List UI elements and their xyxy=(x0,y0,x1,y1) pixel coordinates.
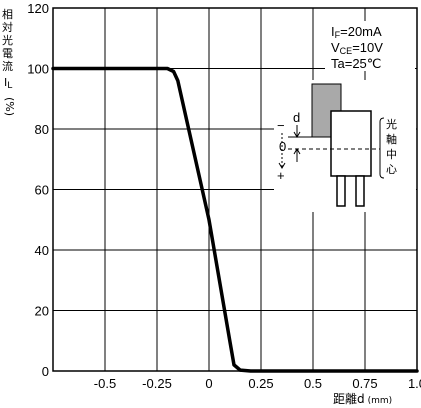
y-tick-label: 0 xyxy=(42,364,49,379)
y-label-char-5: 流 xyxy=(2,59,13,73)
inset-d-label: d xyxy=(293,110,300,125)
y-tick-label: 120 xyxy=(27,1,49,16)
inset-axis-bracket xyxy=(379,117,385,179)
inset-zero-label: 0 xyxy=(279,139,286,154)
d-arrow-down-head xyxy=(293,131,301,138)
plot-frame xyxy=(52,7,418,372)
condition-ta: Ta=25℃ xyxy=(331,56,381,71)
y-tick-label: 40 xyxy=(35,243,49,258)
sensor-lead-left xyxy=(336,175,346,207)
conditions: IF=20mA VCE=10V Ta=25℃ xyxy=(331,24,383,71)
inset-diagram: d − 0 + 光 軸 中 心 xyxy=(274,80,416,212)
conditions-background xyxy=(325,21,415,71)
y-axis-label: 相 対 光 電 流 IL (%) xyxy=(2,8,16,116)
y-label-symbol: IL xyxy=(4,76,12,91)
y-tick-label: 100 xyxy=(27,62,49,77)
y-tick-label: 60 xyxy=(35,183,49,198)
x-tick-label: 0.75 xyxy=(352,376,377,391)
inset-plus-label: + xyxy=(277,168,285,183)
x-tick-label: 0 xyxy=(205,376,212,391)
x-tick-label: -0.25 xyxy=(142,376,172,391)
x-tick-label: 0.5 xyxy=(304,376,322,391)
y-label-char-1: 相 xyxy=(2,8,13,21)
y-label-char-3: 光 xyxy=(2,33,13,47)
y-label-char-2: 対 xyxy=(2,20,13,34)
condition-vce: VCE=10V xyxy=(331,40,383,56)
tick-labels: -0.5 -0.25 0 0.25 0.5 0.75 1.0 0 20 40 60 80 100 120 xyxy=(27,1,421,391)
inset-axis-char-3: 中 xyxy=(386,148,397,161)
inset-axis-char-4: 心 xyxy=(386,163,397,176)
y-tick-label: 80 xyxy=(35,122,49,137)
d-arrow-up-head xyxy=(293,148,301,155)
y-label-char-4: 電 xyxy=(2,47,13,60)
y-label-unit: (%) xyxy=(3,97,16,116)
x-axis-label: 距離d (mm) xyxy=(333,392,392,406)
condition-if: IF=20mA xyxy=(331,24,382,40)
x-tick-label: 1.0 xyxy=(408,376,421,391)
direction-arrow-head xyxy=(278,162,286,169)
sensor-lead-right xyxy=(355,175,365,207)
x-tick-label: -0.5 xyxy=(94,376,116,391)
x-tick-label: 0.25 xyxy=(248,376,273,391)
y-tick-label: 20 xyxy=(35,304,49,319)
sensor-body xyxy=(330,110,372,177)
inset-axis-char-2: 軸 xyxy=(386,132,397,146)
inset-axis-char-1: 光 xyxy=(386,117,397,131)
inset-minus-label: − xyxy=(277,118,285,133)
